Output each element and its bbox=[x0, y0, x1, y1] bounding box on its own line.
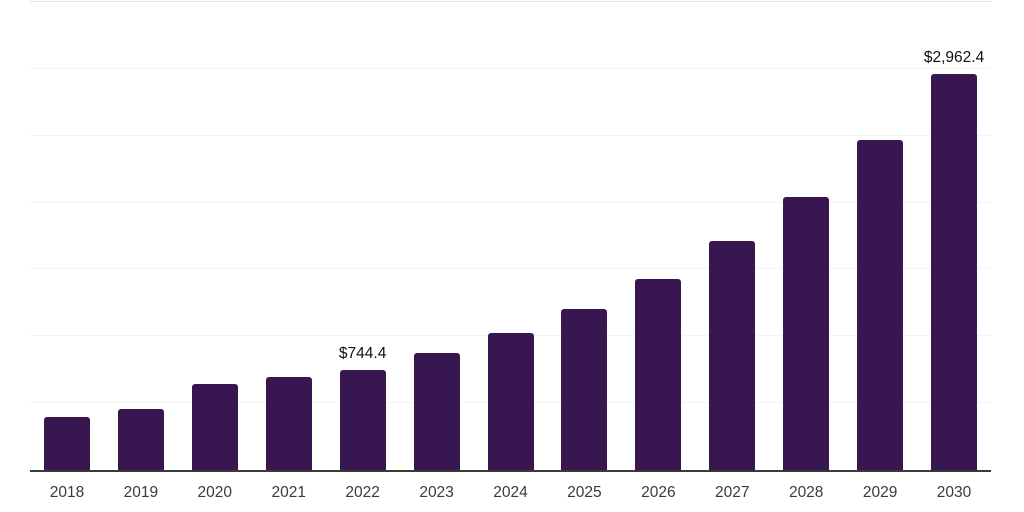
x-tick-2028: 2028 bbox=[788, 484, 824, 501]
bar-2019 bbox=[117, 409, 164, 470]
x-tick-2024: 2024 bbox=[493, 484, 528, 501]
x-tick-2027: 2027 bbox=[715, 484, 750, 501]
gridline-2000 bbox=[30, 201, 991, 203]
x-tick-2019: 2019 bbox=[123, 484, 159, 501]
gridline-3000 bbox=[30, 67, 991, 69]
bar-2018 bbox=[43, 417, 90, 470]
bar-2028 bbox=[783, 196, 830, 470]
bar-2029 bbox=[857, 140, 904, 470]
bar-2026 bbox=[635, 278, 682, 470]
gridline-2500 bbox=[30, 134, 991, 136]
bar-2020 bbox=[191, 384, 238, 470]
gridline-1500 bbox=[30, 268, 991, 270]
x-tick-2029: 2029 bbox=[862, 484, 898, 501]
bar-2023 bbox=[413, 353, 460, 470]
bar-2027 bbox=[709, 240, 756, 470]
plot-area: $744.4 $2,962.4 bbox=[30, 1, 991, 472]
gridline-3500 bbox=[30, 1, 991, 2]
data-label-2022: $744.4 bbox=[338, 345, 387, 363]
data-label-2030: $2,962.4 bbox=[923, 48, 985, 66]
bar-2030 bbox=[931, 73, 978, 470]
bar-2022 bbox=[339, 370, 386, 470]
x-tick-2026: 2026 bbox=[641, 484, 676, 501]
x-tick-2022: 2022 bbox=[345, 484, 380, 501]
x-tick-2023: 2023 bbox=[419, 484, 454, 501]
x-tick-2018: 2018 bbox=[49, 484, 85, 501]
x-tick-2030: 2030 bbox=[936, 484, 972, 501]
bar-2025 bbox=[561, 309, 608, 470]
bar-2024 bbox=[487, 332, 534, 470]
x-tick-2020: 2020 bbox=[197, 484, 233, 501]
x-tick-2021: 2021 bbox=[271, 484, 306, 501]
x-tick-2025: 2025 bbox=[567, 484, 602, 501]
bar-2021 bbox=[265, 376, 312, 470]
